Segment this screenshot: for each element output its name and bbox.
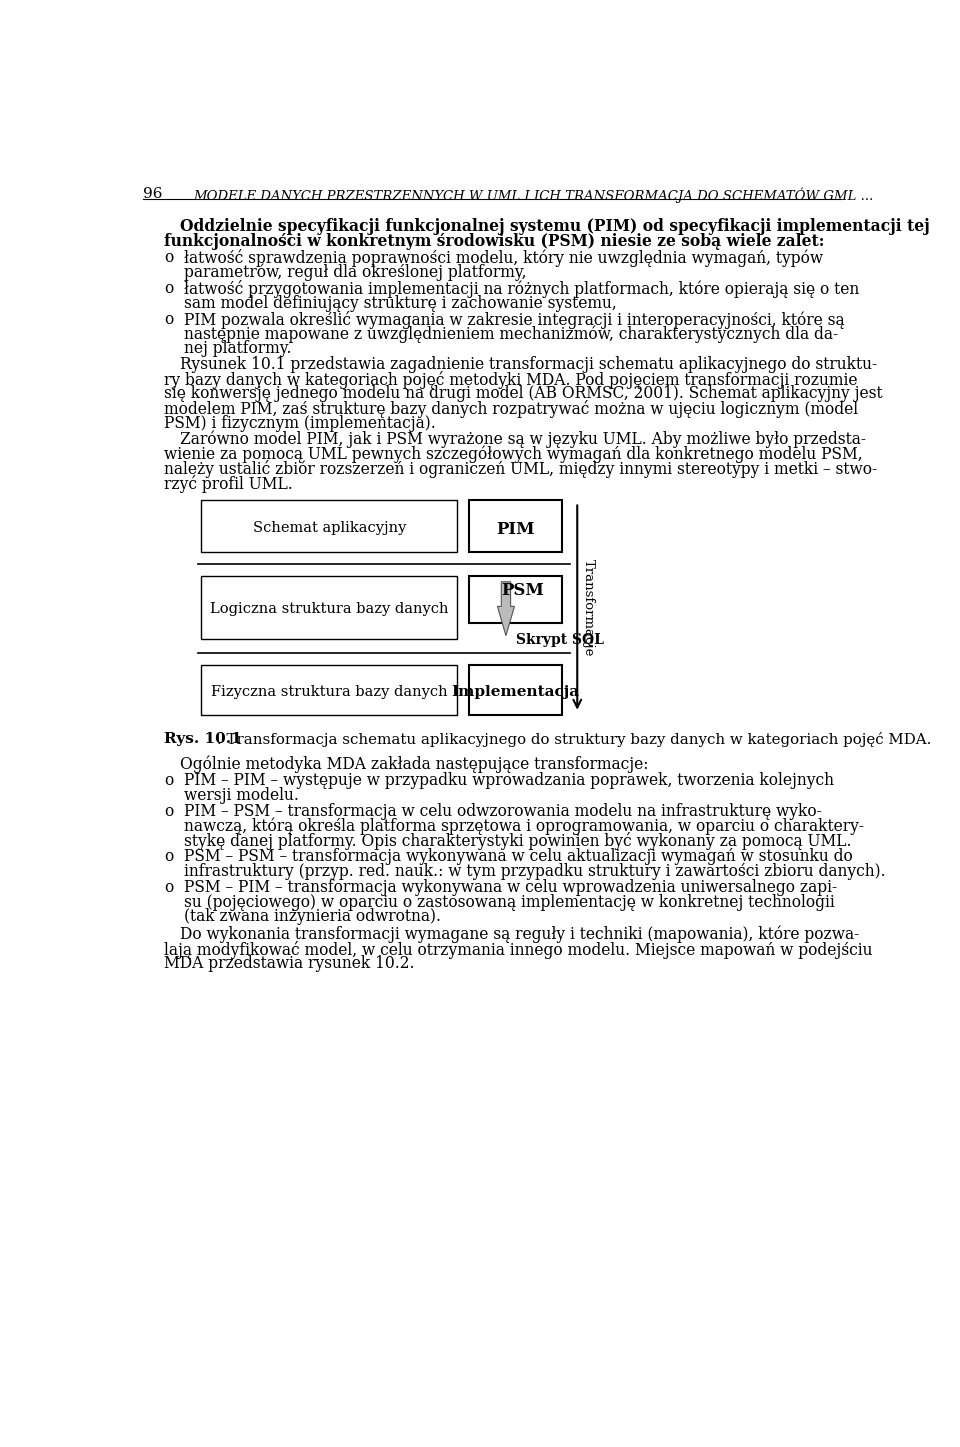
Text: PIM – PSM – transformacja w celu odwzorowania modelu na infrastrukturę wyko-: PIM – PSM – transformacja w celu odwzoro… (183, 803, 822, 820)
Text: funkcjonalności w konkretnym środowisku (PSM) niesie ze sobą wiele zalet:: funkcjonalności w konkretnym środowisku … (164, 233, 825, 250)
Text: wersji modelu.: wersji modelu. (183, 787, 299, 803)
Text: o: o (164, 771, 174, 789)
Text: łatwość sprawdzenia poprawności modelu, który nie uwzględnia wymagań, typów: łatwość sprawdzenia poprawności modelu, … (183, 249, 823, 268)
Text: infrastruktury (przyp. red. nauk.: w tym przypadku struktury i zawartości zbioru: infrastruktury (przyp. red. nauk.: w tym… (183, 862, 885, 880)
Text: 96: 96 (143, 188, 163, 201)
Text: wienie za pomocą UML pewnych szczegółowych wymagań dla konkretnego modelu PSM,: wienie za pomocą UML pewnych szczegółowy… (164, 446, 863, 463)
FancyBboxPatch shape (468, 666, 562, 715)
Text: PIM: PIM (496, 521, 535, 538)
Text: o: o (164, 848, 174, 865)
Text: o: o (164, 249, 174, 266)
Text: o: o (164, 803, 174, 820)
Text: Fizyczna struktura bazy danych: Fizyczna struktura bazy danych (211, 684, 447, 699)
Text: Implementacja: Implementacja (451, 684, 579, 699)
Text: o: o (164, 878, 174, 896)
Text: następnie mapowane z uwzględnieniem mechanizmów, charakterystycznych dla da-: następnie mapowane z uwzględnieniem mech… (183, 326, 838, 343)
Text: MDA przedstawia rysunek 10.2.: MDA przedstawia rysunek 10.2. (164, 955, 415, 972)
FancyBboxPatch shape (202, 501, 457, 553)
Text: PIM – PIM – występuje w przypadku wprowadzania poprawek, tworzenia kolejnych: PIM – PIM – występuje w przypadku wprowa… (183, 771, 833, 789)
Text: Transformacje: Transformacje (582, 559, 594, 657)
Text: PSM – PSM – transformacja wykonywana w celu aktualizacji wymagań w stosunku do: PSM – PSM – transformacja wykonywana w c… (183, 848, 852, 865)
Text: Schemat aplikacyjny: Schemat aplikacyjny (252, 521, 406, 535)
Text: (tak zwana inżynieria odwrotna).: (tak zwana inżynieria odwrotna). (183, 909, 441, 925)
Text: się konwersję jednego modelu na drugi model (AB ORMSC, 2001). Schemat aplikacyjn: się konwersję jednego modelu na drugi mo… (164, 385, 883, 402)
Text: o: o (164, 311, 174, 327)
FancyBboxPatch shape (202, 666, 457, 715)
Text: ry bazy danych w kategoriach pojęć metodyki MDA. Pod pojęciem transformacji rozu: ry bazy danych w kategoriach pojęć metod… (164, 370, 857, 389)
Text: Do wykonania transformacji wymagane są reguły i techniki (mapowania), które pozw: Do wykonania transformacji wymagane są r… (180, 926, 860, 943)
Text: PSM – PIM – transformacja wykonywana w celu wprowadzenia uniwersalnego zapi-: PSM – PIM – transformacja wykonywana w c… (183, 878, 837, 896)
Text: łatwość przygotowania implementacji na różnych platformach, które opierają się o: łatwość przygotowania implementacji na r… (183, 279, 859, 298)
Text: MODELE DANYCH PRZESTRZENNYCH W UML I ICH TRANSFORMACJA DO SCHEMATÓW GML ...: MODELE DANYCH PRZESTRZENNYCH W UML I ICH… (194, 188, 874, 203)
Text: PIM pozwala określić wymagania w zakresie integracji i interoperacyjności, które: PIM pozwala określić wymagania w zakresi… (183, 311, 844, 328)
Text: Ogólnie metodyka MDA zakłada następujące transformacje:: Ogólnie metodyka MDA zakłada następujące… (180, 755, 649, 773)
Text: rzyć profil UML.: rzyć profil UML. (164, 475, 293, 493)
Text: Rys. 10.1: Rys. 10.1 (164, 732, 242, 745)
Polygon shape (497, 582, 515, 635)
Text: Zarówno model PIM, jak i PSM wyrażone są w języku UML. Aby możliwe było przedsta: Zarówno model PIM, jak i PSM wyrażone są… (180, 431, 867, 449)
Text: Rysunek 10.1 przedstawia zagadnienie transformacji schematu aplikacyjnego do str: Rysunek 10.1 przedstawia zagadnienie tra… (180, 356, 877, 373)
Text: PSM) i fizycznym (implementacja).: PSM) i fizycznym (implementacja). (164, 415, 436, 431)
Text: su (pojęciowego) w oparciu o zastosowaną implementację w konkretnej technologii: su (pojęciowego) w oparciu o zastosowaną… (183, 894, 834, 910)
Text: PSM: PSM (502, 582, 544, 599)
Text: Oddzielnie specyfikacji funkcjonalnej systemu (PIM) od specyfikacji implementacj: Oddzielnie specyfikacji funkcjonalnej sy… (180, 218, 930, 236)
FancyBboxPatch shape (468, 576, 562, 624)
Text: Skrypt SQL: Skrypt SQL (516, 632, 604, 647)
FancyBboxPatch shape (202, 576, 457, 638)
Text: . Transformacja schematu aplikacyjnego do struktury bazy danych w kategoriach po: . Transformacja schematu aplikacyjnego d… (217, 732, 931, 747)
Text: sam model definiujący strukturę i zachowanie systemu,: sam model definiujący strukturę i zachow… (183, 295, 616, 311)
Text: nawczą, którą określa platforma sprzętowa i oprogramowania, w oparciu o charakte: nawczą, którą określa platforma sprzętow… (183, 818, 864, 835)
Text: Logiczna struktura bazy danych: Logiczna struktura bazy danych (210, 602, 448, 616)
Text: należy ustalić zbiór rozszerzeń i ograniczeń UML, między innymi stereotypy i met: należy ustalić zbiór rozszerzeń i ograni… (164, 460, 877, 478)
Text: lają modyfikować model, w celu otrzymania innego modelu. Miejsce mapowań w podej: lają modyfikować model, w celu otrzymani… (164, 941, 873, 958)
Text: o: o (164, 279, 174, 297)
Text: parametrów, reguł dla określonej platformy,: parametrów, reguł dla określonej platfor… (183, 263, 526, 281)
Text: stykę danej platformy. Opis charakterystyki powinien być wykonany za pomocą UML.: stykę danej platformy. Opis charakteryst… (183, 832, 852, 849)
FancyBboxPatch shape (468, 501, 562, 553)
Text: modelem PIM, zaś strukturę bazy danych rozpatrywać można w ujęciu logicznym (mod: modelem PIM, zaś strukturę bazy danych r… (164, 399, 858, 418)
Text: nej platformy.: nej platformy. (183, 340, 291, 357)
